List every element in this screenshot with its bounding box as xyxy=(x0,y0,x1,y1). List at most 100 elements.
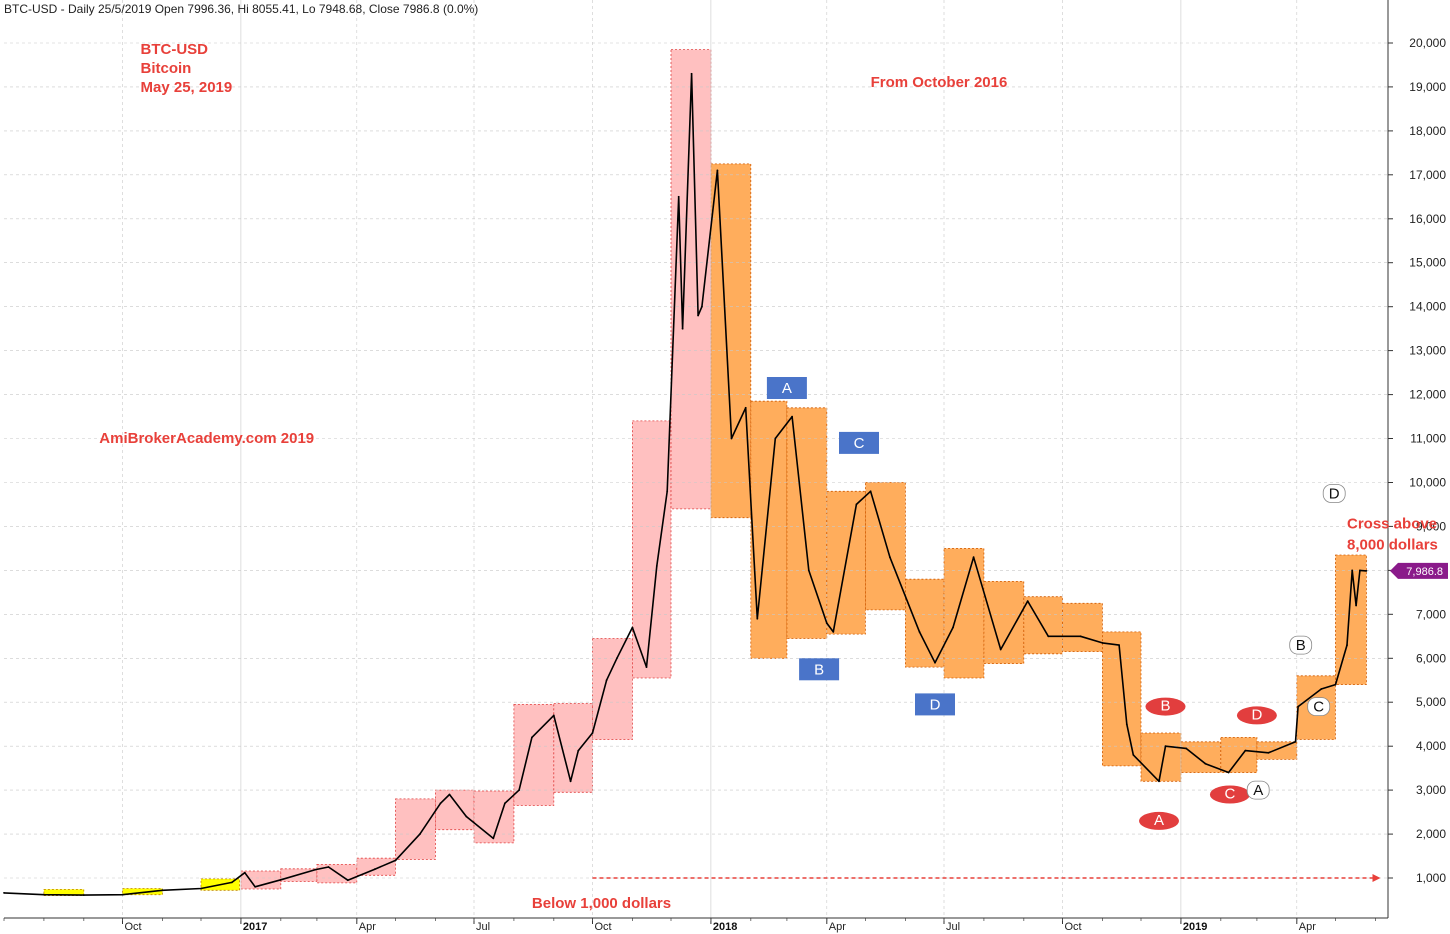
range-box-16 xyxy=(750,400,788,659)
price-point-57 xyxy=(1079,635,1082,638)
price-point-0 xyxy=(3,892,5,894)
price-point-8 xyxy=(254,885,256,888)
y-tick-label-1: 2,000 xyxy=(1416,827,1446,841)
range-box-6 xyxy=(356,857,396,876)
price-point-67 xyxy=(1244,749,1247,752)
annotation-site: AmiBrokerAcademy.com 2019 xyxy=(99,430,314,447)
price-point-37 xyxy=(701,305,703,308)
x-tick-label-3: Jul xyxy=(476,921,490,933)
price-point-32 xyxy=(666,490,669,493)
x-tick-label-2: Apr xyxy=(359,921,376,933)
price-point-13 xyxy=(373,868,376,871)
red-label-2 xyxy=(1209,785,1250,804)
price-point-50 xyxy=(918,631,921,633)
price-point-45 xyxy=(825,622,828,624)
range-box-31 xyxy=(1335,554,1367,686)
chart-axes: 1,000 2,000 3,000 4,000 5,000 6,000 7,000 8,000… xyxy=(3,0,1448,933)
price-point-61 xyxy=(1132,754,1135,756)
price-point-59 xyxy=(1118,644,1120,646)
price-point-4 xyxy=(161,889,164,892)
white-label-text-3: D xyxy=(1329,486,1340,503)
price-series xyxy=(3,72,1368,896)
price-point-21 xyxy=(518,789,520,791)
blue-label-text-1: B xyxy=(814,661,824,678)
x-tick-label-8: Oct xyxy=(1065,921,1082,933)
blue-label-2 xyxy=(839,431,879,454)
price-point-7 xyxy=(243,871,246,874)
price-point-69 xyxy=(1294,740,1297,743)
x-tick-label-5: 2018 xyxy=(713,921,737,933)
white-label-3 xyxy=(1322,484,1346,503)
y-tick-label-17: 18,000 xyxy=(1409,124,1446,138)
range-box-28 xyxy=(1220,737,1258,774)
range-box-24 xyxy=(1062,602,1103,652)
price-point-17 xyxy=(448,793,451,796)
price-point-62 xyxy=(1158,780,1160,783)
price-point-6 xyxy=(231,881,233,884)
white-label-0 xyxy=(1246,780,1270,800)
price-point-52 xyxy=(952,626,954,629)
x-tick-label-6: Apr xyxy=(829,921,846,933)
range-box-17 xyxy=(786,407,828,639)
price-point-22 xyxy=(531,736,533,739)
range-box-25 xyxy=(1102,631,1142,767)
price-point-16 xyxy=(439,802,442,805)
range-box-15 xyxy=(710,163,752,519)
price-point-55 xyxy=(1026,600,1029,602)
price-point-31 xyxy=(655,565,658,567)
y-tick-label-11: 12,000 xyxy=(1409,388,1446,402)
range-box-8 xyxy=(434,789,475,831)
price-point-70 xyxy=(1297,705,1299,708)
price-point-38 xyxy=(716,169,719,172)
price-point-64 xyxy=(1185,747,1187,750)
price-point-65 xyxy=(1204,762,1207,765)
price-point-60 xyxy=(1125,723,1128,726)
price-point-24 xyxy=(569,780,572,783)
blue-label-text-3: D xyxy=(930,696,941,713)
y-tick-label-9: 10,000 xyxy=(1409,476,1446,490)
annotation-title-2: Bitcoin xyxy=(141,60,192,77)
red-label-text-2: C xyxy=(1224,786,1235,803)
red-label-text-0: A xyxy=(1154,812,1164,829)
price-point-26 xyxy=(591,732,594,734)
blue-label-text-2: C xyxy=(854,435,865,452)
range-box-7 xyxy=(395,798,436,860)
price-point-49 xyxy=(889,556,891,559)
range-box-13 xyxy=(632,420,672,679)
price-point-2 xyxy=(82,894,85,896)
price-point-10 xyxy=(314,868,317,871)
x-tick-label-9: 2019 xyxy=(1183,921,1207,933)
y-tick-label-12: 13,000 xyxy=(1409,344,1446,358)
blue-label-0 xyxy=(766,377,807,399)
price-point-48 xyxy=(869,490,872,493)
price-point-5 xyxy=(200,887,202,890)
price-point-30 xyxy=(645,666,648,668)
price-point-73 xyxy=(1346,644,1348,646)
x-tick-label-10: Apr xyxy=(1299,921,1316,933)
annotation-below: Below 1,000 dollars xyxy=(532,895,671,912)
price-point-44 xyxy=(807,569,810,572)
price-point-29 xyxy=(631,626,634,629)
price-point-53 xyxy=(972,556,975,559)
white-label-text-1: B xyxy=(1296,637,1306,654)
price-point-43 xyxy=(791,415,793,418)
price-point-33 xyxy=(677,195,680,198)
price-point-63 xyxy=(1164,745,1167,748)
annotation-title-3: May 25, 2019 xyxy=(141,79,233,96)
price-point-20 xyxy=(504,802,506,805)
red-label-text-3: D xyxy=(1251,706,1262,723)
price-point-68 xyxy=(1267,751,1270,754)
range-box-3 xyxy=(240,870,282,890)
price-point-66 xyxy=(1227,771,1230,774)
price-point-71 xyxy=(1320,688,1323,690)
white-label-1 xyxy=(1289,635,1313,655)
price-point-14 xyxy=(394,859,397,862)
range-box-19 xyxy=(865,482,906,611)
red-label-text-1: B xyxy=(1160,698,1170,715)
price-point-11 xyxy=(327,866,330,868)
y-tick-label-8: 9,000 xyxy=(1416,519,1446,533)
price-point-27 xyxy=(605,679,608,682)
blue-label-3 xyxy=(915,693,955,716)
y-tick-label-19: 20,000 xyxy=(1409,36,1446,50)
last-value-badge xyxy=(1390,562,1448,579)
